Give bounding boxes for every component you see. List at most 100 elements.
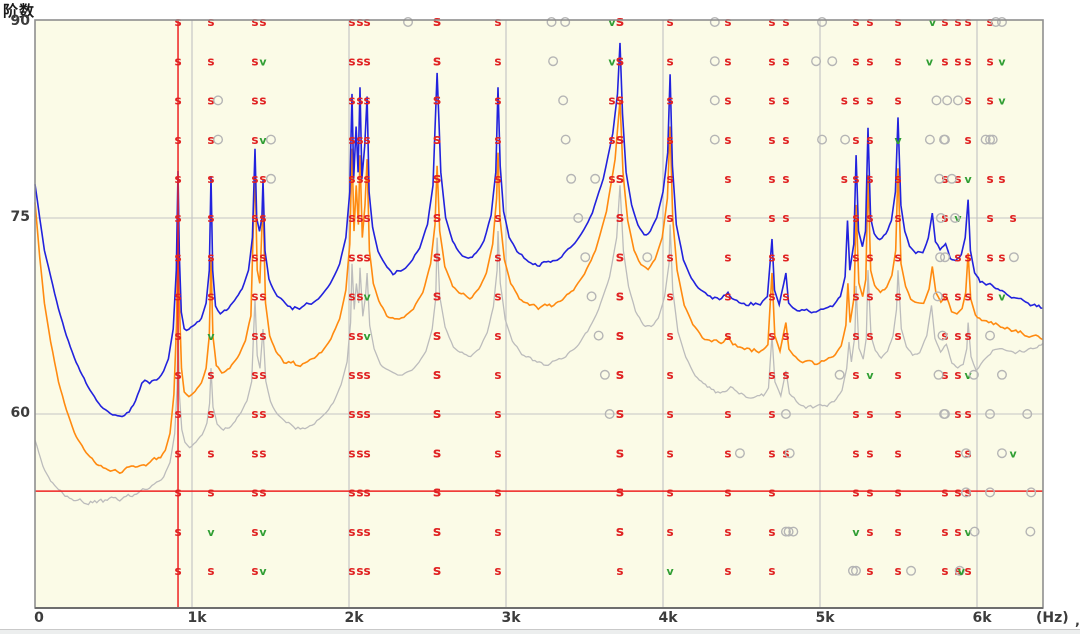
pole-marker-s[interactable]: s xyxy=(894,172,901,186)
pole-marker-circle[interactable] xyxy=(566,173,577,184)
pole-marker-circle[interactable] xyxy=(985,487,996,498)
pole-marker-s[interactable]: s xyxy=(768,564,775,578)
pole-marker-s[interactable]: s xyxy=(494,15,501,29)
pole-marker-s[interactable]: s xyxy=(251,525,258,539)
pole-marker-s[interactable]: s xyxy=(207,368,214,382)
pole-marker-s[interactable]: s xyxy=(666,446,673,460)
pole-marker-s[interactable]: s xyxy=(782,290,789,304)
pole-marker-s[interactable]: s xyxy=(616,132,624,148)
pole-marker-s[interactable]: s xyxy=(768,486,775,500)
pole-marker-s[interactable]: s xyxy=(986,250,993,264)
pole-marker-s[interactable]: s xyxy=(174,486,181,500)
pole-marker-s[interactable]: s xyxy=(986,54,993,68)
pole-marker-s[interactable]: s xyxy=(348,446,355,460)
pole-marker-s[interactable]: s xyxy=(616,53,624,69)
pole-marker-s[interactable]: s xyxy=(433,445,441,461)
pole-marker-s[interactable]: s xyxy=(259,486,266,500)
pole-marker-s[interactable]: s xyxy=(174,446,181,460)
pole-marker-circle[interactable] xyxy=(780,526,791,537)
pole-marker-circle[interactable] xyxy=(950,213,961,224)
pole-marker-s[interactable]: s xyxy=(259,94,266,108)
pole-marker-s[interactable]: s xyxy=(666,250,673,264)
pole-marker-s[interactable]: s xyxy=(363,564,370,578)
pole-marker-s[interactable]: s xyxy=(954,250,961,264)
pole-marker-circle[interactable] xyxy=(906,565,917,576)
pole-marker-s[interactable]: s xyxy=(363,54,370,68)
pole-marker-s[interactable]: s xyxy=(433,249,441,265)
pole-marker-v[interactable]: v xyxy=(926,55,934,68)
pole-marker-s[interactable]: s xyxy=(348,250,355,264)
pole-marker-s[interactable]: s xyxy=(866,290,873,304)
pole-marker-s[interactable]: s xyxy=(356,486,363,500)
pole-marker-s[interactable]: s xyxy=(866,133,873,147)
pole-marker-s[interactable]: s xyxy=(494,172,501,186)
pole-marker-s[interactable]: s xyxy=(363,446,370,460)
pole-marker-s[interactable]: s xyxy=(724,564,731,578)
pole-marker-s[interactable]: s xyxy=(666,15,673,29)
pole-marker-s[interactable]: s xyxy=(852,290,859,304)
pole-marker-circle[interactable] xyxy=(840,134,851,145)
pole-marker-s[interactable]: s xyxy=(954,329,961,343)
pole-marker-s[interactable]: s xyxy=(251,133,258,147)
pole-marker-v[interactable]: v xyxy=(964,369,972,382)
pole-marker-s[interactable]: s xyxy=(363,407,370,421)
pole-marker-s[interactable]: s xyxy=(251,54,258,68)
pole-marker-s[interactable]: s xyxy=(608,133,615,147)
pole-marker-s[interactable]: s xyxy=(207,133,214,147)
pole-marker-circle[interactable] xyxy=(817,134,828,145)
pole-marker-s[interactable]: s xyxy=(348,15,355,29)
pole-marker-circle[interactable] xyxy=(968,369,979,380)
pole-marker-s[interactable]: s xyxy=(433,93,441,109)
pole-marker-circle[interactable] xyxy=(599,369,610,380)
pole-marker-s[interactable]: s xyxy=(356,172,363,186)
pole-marker-s[interactable]: s xyxy=(494,54,501,68)
pole-marker-s[interactable]: s xyxy=(954,15,961,29)
pole-marker-s[interactable]: s xyxy=(724,486,731,500)
pole-marker-circle[interactable] xyxy=(933,369,944,380)
pole-marker-s[interactable]: s xyxy=(768,250,775,264)
pole-marker-s[interactable]: s xyxy=(852,486,859,500)
pole-marker-s[interactable]: s xyxy=(866,250,873,264)
pole-marker-s[interactable]: s xyxy=(852,211,859,225)
pole-marker-s[interactable]: s xyxy=(356,407,363,421)
pole-marker-circle[interactable] xyxy=(784,448,795,459)
pole-marker-v[interactable]: v xyxy=(929,16,937,29)
pole-marker-v[interactable]: v xyxy=(259,565,267,578)
pole-marker-circle[interactable] xyxy=(558,95,569,106)
pole-marker-s[interactable]: s xyxy=(782,133,789,147)
pole-marker-circle[interactable] xyxy=(560,134,571,145)
pole-marker-circle[interactable] xyxy=(953,95,964,106)
pole-marker-s[interactable]: s xyxy=(251,368,258,382)
pole-marker-s[interactable]: s xyxy=(986,211,993,225)
pole-marker-circle[interactable] xyxy=(1026,487,1037,498)
pole-marker-s[interactable]: s xyxy=(494,525,501,539)
pole-marker-circle[interactable] xyxy=(954,565,965,576)
pole-marker-v[interactable]: v xyxy=(666,565,674,578)
pole-marker-s[interactable]: s xyxy=(356,564,363,578)
pole-marker-circle[interactable] xyxy=(937,330,948,341)
pole-marker-circle[interactable] xyxy=(265,134,276,145)
pole-marker-s[interactable]: s xyxy=(954,172,961,186)
pole-marker-v[interactable]: v xyxy=(998,95,1006,108)
pole-marker-s[interactable]: s xyxy=(894,446,901,460)
pole-marker-s[interactable]: s xyxy=(894,250,901,264)
pole-marker-s[interactable]: s xyxy=(259,172,266,186)
pole-marker-s[interactable]: s xyxy=(616,445,624,461)
pole-marker-s[interactable]: s xyxy=(616,564,623,578)
pole-marker-s[interactable]: s xyxy=(782,54,789,68)
pole-marker-v[interactable]: v xyxy=(964,526,972,539)
pole-marker-s[interactable]: s xyxy=(866,486,873,500)
pole-marker-s[interactable]: s xyxy=(251,250,258,264)
pole-marker-s[interactable]: s xyxy=(866,211,873,225)
pole-marker-s[interactable]: s xyxy=(768,368,775,382)
pole-marker-s[interactable]: s xyxy=(433,171,441,187)
pole-marker-s[interactable]: s xyxy=(986,290,993,304)
pole-marker-s[interactable]: s xyxy=(666,172,673,186)
pole-marker-s[interactable]: s xyxy=(782,94,789,108)
pole-marker-circle[interactable] xyxy=(593,330,604,341)
pole-marker-s[interactable]: s xyxy=(259,407,266,421)
pole-marker-v[interactable]: v xyxy=(363,330,371,343)
pole-marker-v[interactable]: v xyxy=(608,55,616,68)
pole-marker-s[interactable]: s xyxy=(724,133,731,147)
pole-marker-s[interactable]: s xyxy=(782,368,789,382)
